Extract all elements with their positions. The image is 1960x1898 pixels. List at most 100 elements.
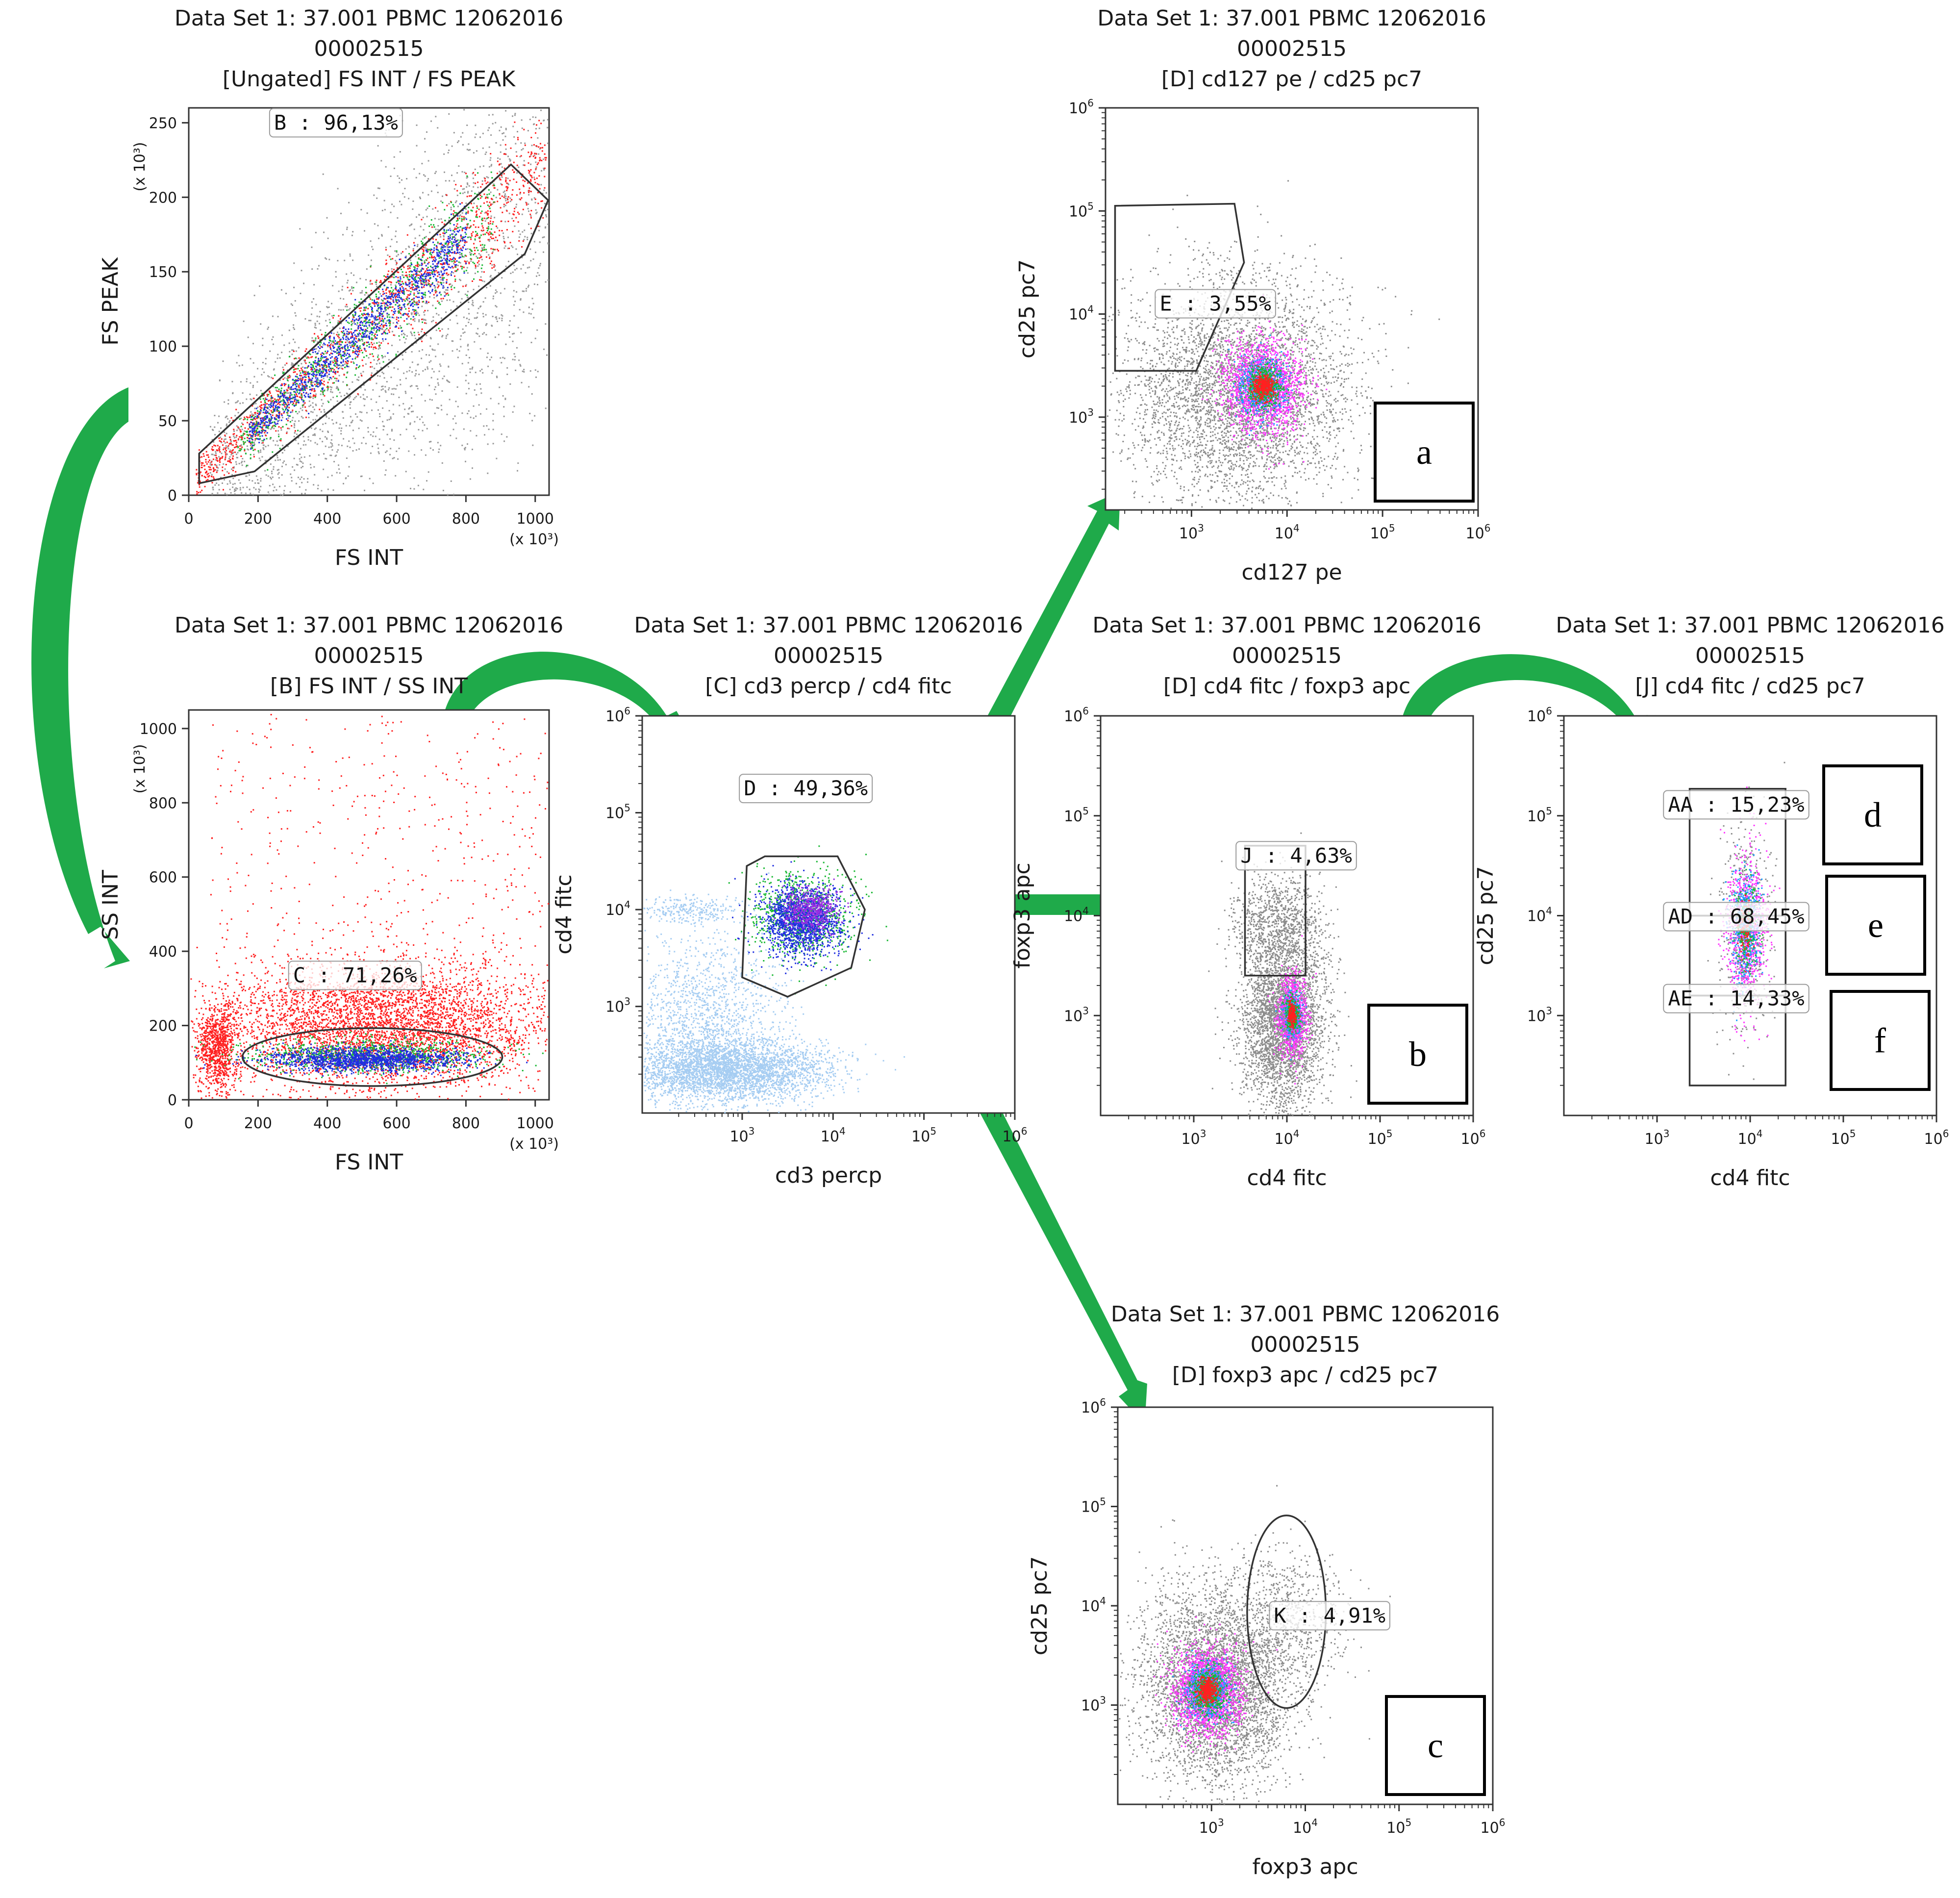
gate-outline[interactable] [741, 855, 866, 998]
gate-K[interactable]: K : 4,91% [1246, 1514, 1390, 1709]
x-axis-label: foxp3 apc [1252, 1854, 1358, 1879]
y-tick-label: 200 [149, 1018, 177, 1035]
x-multiplier: (x 10³) [509, 1136, 559, 1153]
panel-label-box [1830, 990, 1931, 1091]
x-tick-label: 105 [1831, 1128, 1856, 1148]
gate-AA[interactable]: AA : 15,23% [1663, 787, 1809, 917]
population-0 [210, 714, 550, 1004]
population-1 [1718, 786, 1781, 1042]
panel-label-letter: a [1416, 432, 1432, 472]
x-axis-label: cd4 fitc [1710, 1165, 1790, 1190]
chart-title-line: Data Set 1: 37.001 PBMC 12062016 [1556, 613, 1944, 638]
x-tick-label: 600 [382, 1115, 410, 1132]
x-tick-label: 106 [1003, 1125, 1028, 1145]
y-tick-label: 103 [605, 996, 630, 1016]
panel-label-e: e [1825, 875, 1926, 976]
gate-label: C : 71,26% [293, 963, 417, 987]
population-2 [237, 171, 495, 471]
population-dots [1718, 786, 1781, 1042]
gate-E[interactable]: E : 3,55% [1114, 202, 1276, 372]
gate-label: J : 4,63% [1240, 843, 1352, 867]
gate-label-box [1269, 1601, 1390, 1631]
y-tick-label: 106 [1069, 97, 1094, 117]
y-axis-label: cd25 pc7 [1027, 1556, 1052, 1655]
gate-outline[interactable] [198, 163, 550, 484]
y-axis-label: cd25 pc7 [1473, 866, 1498, 965]
x-tick-label: 200 [244, 1115, 272, 1132]
population-dots [237, 171, 495, 471]
panel-label-letter: d [1864, 795, 1882, 835]
gate-D[interactable]: D : 49,36% [739, 774, 873, 998]
gate-C[interactable]: C : 71,26% [241, 961, 503, 1087]
gate-AE[interactable]: AE : 14,33% [1663, 984, 1809, 1087]
plots-layer: Data Set 1: 37.001 PBMC 12062016 00002515… [98, 6, 1949, 1879]
y-axis-label: cd4 fitc [552, 874, 577, 954]
gate-label: E : 3,55% [1159, 291, 1271, 315]
arrow-d-to-cd127 [956, 491, 1120, 785]
gate-outline[interactable] [241, 1027, 503, 1087]
population-2 [191, 981, 247, 1099]
chart-title-line: 00002515 [1695, 643, 1805, 668]
population-dots [210, 714, 550, 1004]
x-tick-label: 103 [1179, 522, 1204, 542]
chart-title-line: 00002515 [314, 643, 424, 668]
gate-J[interactable]: J : 4,63% [1235, 841, 1357, 977]
gate-label: B : 96,13% [274, 110, 398, 134]
y-tick-label: 106 [1527, 705, 1552, 725]
chart-p3: Data Set 1: 37.001 PBMC 12062016 00002515… [552, 613, 1027, 1188]
gate-label-box [1155, 289, 1276, 319]
gate-B[interactable]: B : 96,13% [198, 108, 550, 484]
x-tick-label: 800 [452, 510, 480, 528]
x-tick-label: 200 [244, 510, 272, 528]
population-dots [1208, 872, 1357, 1116]
chart-title-line: Data Set 1: 37.001 PBMC 12062016 [175, 613, 563, 638]
x-tick-label: 103 [729, 1125, 754, 1145]
axis-ticks: 103 104 105 106 103 104 105 106 [1527, 705, 1949, 1148]
gating-arrows [31, 387, 1662, 1424]
population-5 [1194, 1669, 1222, 1709]
y-tick-label: 106 [1081, 1396, 1106, 1417]
y-tick-label: 104 [1081, 1595, 1106, 1615]
gate-label-box [288, 961, 422, 990]
gate-label-box [1235, 841, 1357, 871]
y-tick-label: 106 [1064, 705, 1089, 725]
x-tick-label: 105 [1386, 1817, 1411, 1837]
panel-label-d: d [1822, 764, 1923, 865]
gate-label-box [1663, 984, 1809, 1013]
y-tick-label: 105 [1064, 805, 1089, 825]
y-tick-label: 103 [1064, 1005, 1089, 1025]
x-tick-label: 0 [184, 1115, 193, 1132]
x-axis-label: FS INT [335, 1150, 403, 1175]
y-tick-label: 1000 [140, 721, 177, 738]
population-4 [1249, 365, 1278, 405]
population-dots [1707, 761, 1785, 1080]
y-tick-label: 106 [605, 705, 630, 725]
chart-title-line: 00002515 [774, 643, 883, 668]
event-points [1707, 761, 1785, 1080]
x-tick-label: 105 [1368, 1128, 1393, 1148]
chart-title-line: [B] FS INT / SS INT [270, 674, 468, 699]
axis-ticks: 0 200 400 600 800 1000 0 50 100 150 200 250 [149, 115, 554, 528]
y-axis-label: SS INT [98, 870, 123, 940]
event-points [196, 109, 549, 496]
chart-title-line: [D] cd127 pe / cd25 pc7 [1161, 67, 1422, 92]
x-tick-label: 600 [382, 510, 410, 528]
gate-label-box [269, 108, 403, 138]
event-points [1208, 832, 1357, 1116]
panel-label-a: a [1374, 402, 1475, 503]
chart-title-line: [D] cd4 fitc / foxp3 apc [1163, 674, 1410, 699]
y-tick-label: 104 [1064, 905, 1089, 925]
panel-label-letter: b [1409, 1035, 1427, 1074]
population-3 [1234, 350, 1289, 418]
gate-label-box [1663, 790, 1809, 820]
x-tick-label: 104 [1738, 1128, 1763, 1148]
gate-label-box [739, 774, 873, 804]
x-tick-label: 400 [313, 1115, 341, 1132]
population-2 [1267, 935, 1317, 1085]
panel-label-letter: c [1428, 1726, 1443, 1765]
x-tick-label: 104 [1275, 522, 1300, 542]
x-tick-label: 105 [1370, 522, 1395, 542]
chart-title-line: Data Set 1: 37.001 PBMC 12062016 [1097, 6, 1486, 31]
panel-label-b: b [1367, 1004, 1468, 1105]
gate-label: AA : 15,23% [1668, 792, 1804, 816]
